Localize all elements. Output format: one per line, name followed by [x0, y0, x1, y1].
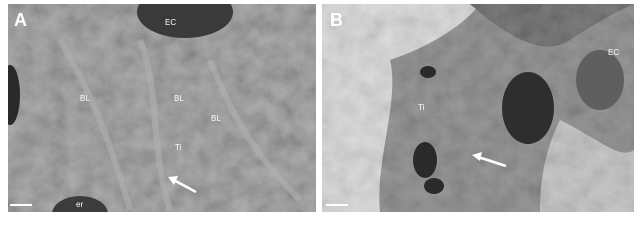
annotation: BL — [80, 94, 90, 103]
annotation: BL — [211, 114, 221, 123]
figure: A EC BL BL BL Ti er B Ti EC — [8, 4, 634, 212]
panel-label: B — [330, 10, 343, 30]
panel-a: A EC BL BL BL Ti er — [8, 4, 316, 212]
page: A EC BL BL BL Ti er B Ti EC (() => { con… — [8, 4, 634, 212]
panel-label: A — [14, 10, 27, 30]
annotation: er — [76, 200, 83, 209]
panel-b: B Ti EC — [322, 4, 634, 212]
annotation: Ti — [418, 103, 425, 112]
annotation: Ti — [175, 143, 182, 152]
annotation: EC — [608, 48, 619, 57]
annotation: EC — [165, 18, 176, 27]
annotation: BL — [174, 94, 184, 103]
